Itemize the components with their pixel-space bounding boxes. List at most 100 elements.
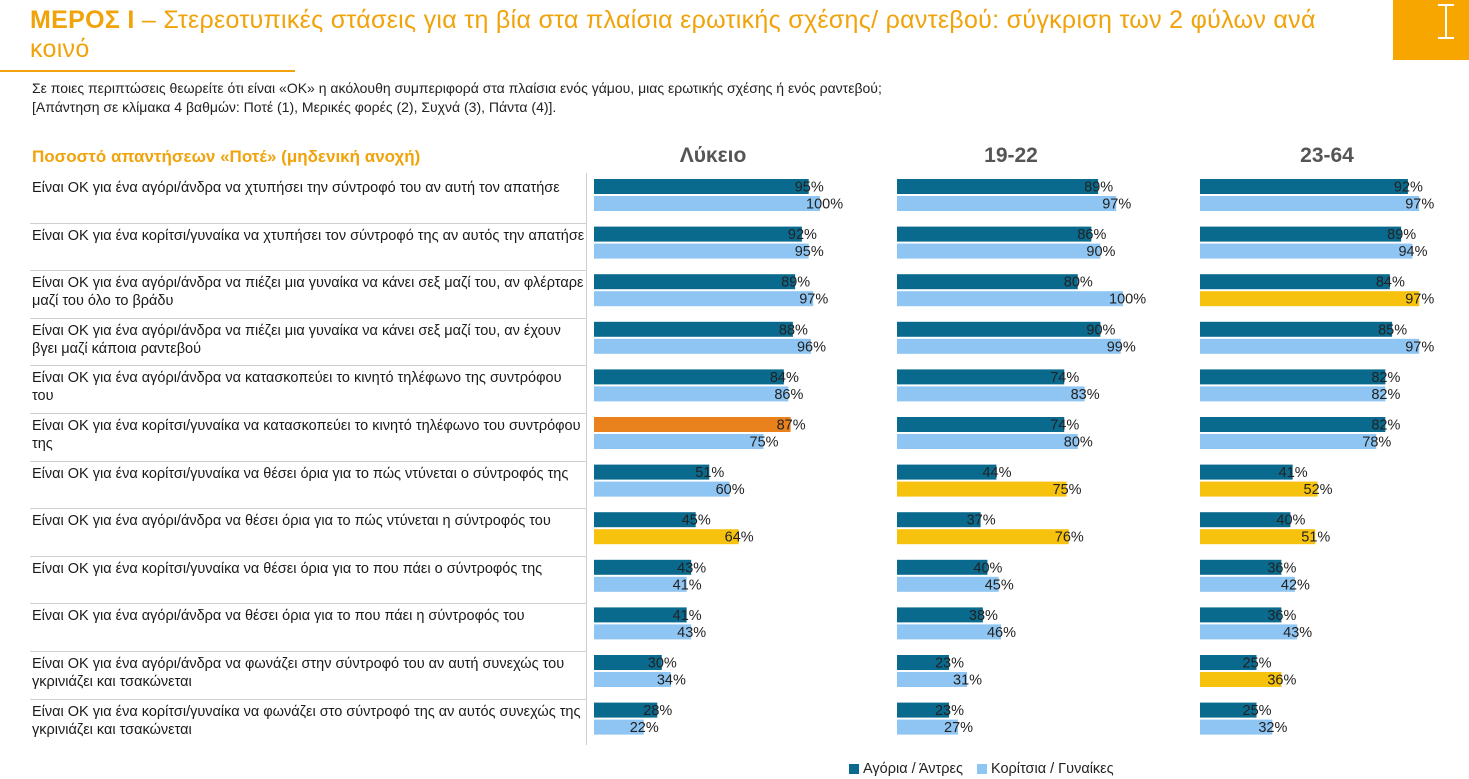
category-label: Είναι ΟΚ για ένα κορίτσι/γυναίκα να θέσε… [32, 560, 543, 577]
bar-girls [1200, 576, 1295, 592]
data-label: 36% [1267, 560, 1296, 576]
data-label: 86% [1077, 227, 1106, 243]
bar-boys [897, 179, 1099, 194]
bar-girls [1200, 243, 1413, 259]
data-label: 89% [1387, 227, 1416, 243]
bar-boys [594, 274, 796, 290]
bar-girls [1200, 481, 1318, 497]
bar-boys [1200, 369, 1386, 385]
bar-boys [897, 274, 1078, 290]
data-label: 28% [643, 703, 672, 719]
data-label: 43% [677, 560, 706, 576]
bar-boys [1200, 559, 1282, 575]
data-label: 99% [1107, 339, 1136, 355]
bar-girls [1200, 624, 1298, 640]
category-label: Είναι ΟΚ για ένα κορίτσι/γυναίκα να φωνά… [32, 703, 581, 738]
data-label: 92% [1394, 180, 1423, 196]
bar-girls [594, 434, 764, 449]
data-label: 82% [1371, 370, 1400, 386]
page-title: ΜΕΡΟΣ Ι – Στερεοτυπικές στάσεις για τη β… [30, 6, 1370, 64]
data-label: 23% [935, 656, 964, 672]
bar-boys [594, 655, 662, 670]
data-label: 30% [648, 656, 677, 672]
data-label: 31% [953, 673, 982, 689]
bar-girls [897, 386, 1085, 402]
bar-boys [897, 321, 1101, 337]
bar-boys [1200, 607, 1282, 623]
bar-girls [594, 529, 739, 545]
bar-girls [897, 481, 1067, 497]
data-label: 82% [1371, 418, 1400, 434]
data-label: 97% [1405, 339, 1434, 355]
bar-girls [897, 434, 1078, 449]
data-label: 75% [750, 435, 779, 451]
data-label: 97% [1102, 197, 1131, 213]
data-label: 32% [1258, 720, 1287, 736]
bar-girls [897, 576, 999, 592]
data-label: 83% [1071, 387, 1100, 403]
row-separator [30, 365, 586, 367]
data-label: 85% [1378, 322, 1407, 338]
bar-boys [594, 369, 784, 385]
title-text: – Στερεοτυπικές στάσεις για τη βία στα π… [30, 6, 1316, 63]
data-label: 94% [1398, 244, 1427, 260]
bar-girls [1200, 719, 1273, 735]
bar-boys [897, 559, 988, 575]
bar-boys [594, 607, 687, 623]
data-label: 80% [1064, 275, 1093, 291]
bar-girls [897, 196, 1117, 211]
row-separator [30, 651, 586, 652]
data-label: 80% [1064, 435, 1093, 451]
row-separator [30, 603, 586, 605]
bar-girls [897, 338, 1121, 354]
data-label: 51% [1301, 530, 1330, 546]
title-part-label: ΜΕΡΟΣ Ι [30, 6, 135, 34]
bar-boys [1200, 321, 1393, 337]
bar-girls [594, 243, 809, 259]
row-separator [30, 508, 586, 510]
question-text: Σε ποιες περιπτώσεις θεωρείτε ότι είναι … [32, 80, 882, 115]
bar-boys [594, 702, 658, 718]
data-label: 38% [969, 608, 998, 624]
category-label: Είναι ΟΚ για ένα αγόρι/άνδρα να φωνάζει … [32, 656, 565, 690]
bar-boys [594, 226, 802, 242]
bar-boys [1200, 464, 1293, 480]
row-separator [30, 698, 586, 700]
bar-boys [1200, 226, 1402, 242]
bar-girls [1200, 338, 1420, 354]
data-label: 89% [1084, 180, 1113, 196]
bar-girls [1200, 196, 1420, 211]
bar-boys [897, 226, 1092, 242]
bar-girls [897, 291, 1123, 307]
bar-boys [1200, 702, 1257, 718]
data-label: 25% [1243, 656, 1272, 672]
bar-boys [897, 702, 949, 718]
data-label: 41% [1279, 465, 1308, 481]
data-label: 100% [806, 197, 843, 213]
category-label: Είναι ΟΚ για ένα αγόρι/άνδρα να θέσει όρ… [32, 608, 525, 625]
category-label: Είναι ΟΚ για ένα αγόρι/άνδρα να πιέζει μ… [32, 275, 584, 310]
bar-girls [594, 481, 730, 497]
section-marker-badge [1393, 0, 1469, 60]
bar-girls [594, 719, 644, 735]
data-label: 46% [987, 625, 1016, 641]
data-label: 25% [1243, 703, 1272, 719]
data-label: 45% [985, 577, 1014, 593]
data-label: 36% [1267, 673, 1296, 689]
bar-girls [594, 386, 789, 402]
data-label: 43% [1283, 625, 1312, 641]
data-label: 100% [1109, 292, 1146, 308]
data-label: 90% [1086, 244, 1115, 260]
data-label: 45% [682, 513, 711, 529]
category-label: Είναι ΟΚ για ένα κορίτσι/γυναίκα να κατα… [32, 418, 581, 452]
category-label: Είναι ΟΚ για ένα αγόρι/άνδρα να κατασκοπ… [32, 370, 562, 405]
bar-girls [594, 196, 820, 211]
data-label: 36% [1267, 608, 1296, 624]
bar-girls [897, 719, 959, 735]
bar-girls [1200, 291, 1420, 307]
data-label: 34% [657, 673, 686, 689]
data-label: 40% [973, 560, 1002, 576]
data-label: 75% [1053, 482, 1082, 498]
data-label: 52% [1304, 482, 1333, 498]
